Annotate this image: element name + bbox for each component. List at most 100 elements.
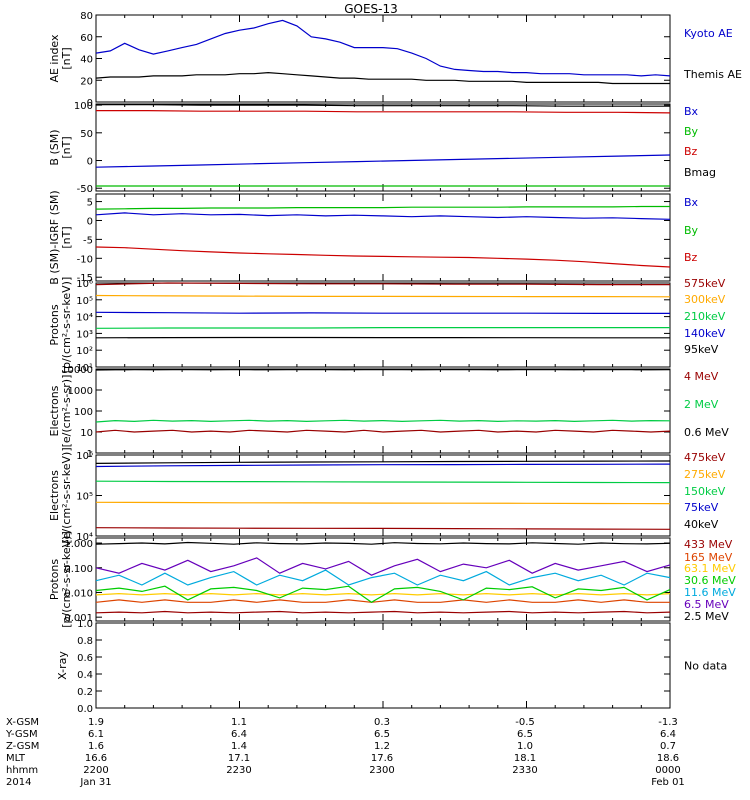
- panel-2: -50 0 50 100 B (SM) [nT] Bx By Bz Bmag: [48, 101, 716, 195]
- y-tick-label: 1: [87, 449, 93, 460]
- y-axis-label: [nT]: [60, 226, 73, 248]
- series-line: [95, 501, 671, 505]
- footer-value: Jan 31: [79, 777, 111, 788]
- panel-frame: [95, 622, 671, 709]
- footer-value: 6.5: [517, 729, 533, 740]
- footer-value: 6.4: [231, 729, 247, 740]
- y-axis-label: [p/(cm²-s-sr-keV)]: [60, 277, 73, 374]
- footer-value: 2200: [83, 765, 108, 776]
- y-tick-label: -10: [77, 254, 93, 265]
- y-axis-label: X-ray: [56, 651, 69, 680]
- y-tick-label: 10¹: [76, 363, 93, 374]
- y-tick-label: 40: [80, 55, 93, 66]
- series-line: [95, 585, 671, 604]
- y-tick-label: 10: [80, 428, 93, 439]
- legend-entry: Bz: [684, 145, 698, 158]
- legend-entry: 575keV: [684, 277, 726, 290]
- panel-8: 0.0 0.2 0.4 0.6 0.8 1.0 X-ray No data: [56, 619, 727, 715]
- y-tick-label: 100: [74, 407, 93, 418]
- y-tick-label: 0.010: [64, 588, 93, 599]
- y-axis-label: Protons: [48, 304, 61, 345]
- series-line: [95, 480, 671, 484]
- y-tick-label: 1.000: [64, 539, 93, 550]
- y-tick-label: 10⁴: [76, 532, 93, 543]
- series-line: [96, 103, 670, 107]
- legend-entry: 433 MeV: [684, 538, 733, 551]
- y-tick-label: 50: [80, 129, 93, 140]
- footer-row-label: X-GSM: [6, 717, 39, 728]
- series-line: [95, 541, 671, 545]
- y-tick-label: 80: [80, 11, 93, 22]
- series-line: [95, 212, 671, 220]
- legend-entry: 165 MeV: [684, 551, 733, 564]
- legend-entry: 11.6 MeV: [684, 586, 736, 599]
- y-tick-label: 60: [80, 33, 93, 44]
- footer-value: -0.5: [515, 717, 535, 728]
- y-tick-label: 10⁴: [76, 313, 93, 324]
- panel-frame: [95, 454, 671, 537]
- footer-row-label: hhmm: [6, 765, 38, 776]
- y-tick-label: -15: [77, 273, 93, 284]
- y-axis-label: [nT]: [60, 47, 73, 69]
- series-line: [96, 109, 671, 114]
- legend-entry: 40keV: [684, 518, 719, 531]
- y-tick-label: 1.0: [77, 619, 93, 630]
- series-line: [95, 19, 671, 77]
- y-tick-label: 20: [80, 76, 93, 87]
- y-tick-label: 10²: [76, 346, 93, 357]
- y-tick-label: 10⁵: [76, 492, 93, 503]
- y-axis-label: [nT]: [60, 136, 73, 158]
- footer-value: 6.1: [88, 729, 104, 740]
- y-tick-label: 10³: [76, 329, 93, 340]
- series-line: [95, 557, 671, 576]
- footer-row-label: MLT: [6, 753, 26, 764]
- footer-value: 1.1: [231, 717, 247, 728]
- legend-entry: 210keV: [684, 310, 726, 323]
- y-tick-label: 0: [87, 98, 93, 109]
- y-tick-label: 10⁶: [76, 451, 93, 462]
- y-axis-label: [p/(cm²-s-sr-keV)]: [60, 531, 73, 628]
- y-tick-label: 0.100: [64, 564, 93, 575]
- y-tick-label: 0: [87, 157, 93, 168]
- series-line: [95, 599, 670, 603]
- series-line: [95, 71, 670, 85]
- series-line: [95, 294, 671, 298]
- y-axis-label: B (SM)-IGRF (SM): [48, 190, 61, 284]
- footer-value: 0.3: [374, 717, 390, 728]
- legend-entry: 95keV: [684, 343, 719, 356]
- footer-value: 6.4: [660, 729, 676, 740]
- series-line: [95, 569, 671, 586]
- footer-value: 16.6: [85, 753, 107, 764]
- legend-entry: 275keV: [684, 468, 726, 481]
- series-line: [95, 311, 670, 314]
- legend-entry: Kyoto AE: [684, 27, 733, 40]
- series-line: [95, 610, 671, 614]
- panel-3: -15 -10 -5 0 5 B (SM)-IGRF (SM) [nT] Bx By Bz: [48, 190, 699, 284]
- y-tick-label: 0.2: [77, 687, 93, 698]
- footer-value: 1.9: [88, 717, 104, 728]
- footer-value: 1.4: [231, 741, 247, 752]
- panel-1: 0 20 40 60 80 AE index [nT] Kyoto AE Themis AE: [48, 11, 742, 109]
- y-tick-label: -50: [77, 184, 93, 195]
- legend-entry: 6.5 MeV: [684, 598, 729, 611]
- footer-value: 1.6: [88, 741, 104, 752]
- series-line: [95, 429, 671, 433]
- y-tick-label: 0.4: [77, 670, 93, 681]
- legend-entry: Bx: [684, 196, 699, 209]
- legend-entry: Bx: [684, 105, 699, 118]
- y-tick-label: 0.8: [77, 636, 93, 647]
- y-tick-label: 10000: [61, 365, 93, 376]
- y-axis-label: [e/(cm²-s-sr)]: [60, 375, 73, 448]
- legend-entry: 300keV: [684, 293, 726, 306]
- panel-frame: [95, 368, 671, 454]
- legend-entry: 2.5 MeV: [684, 610, 729, 623]
- footer-value: 2330: [512, 765, 537, 776]
- footer-value: 0.7: [660, 741, 676, 752]
- chart-title: GOES-13: [344, 2, 398, 16]
- legend-entry: 4 MeV: [684, 370, 719, 383]
- footer-value: 18.6: [657, 753, 679, 764]
- no-data-note: No data: [684, 660, 727, 673]
- y-tick-label: 1000: [68, 386, 93, 397]
